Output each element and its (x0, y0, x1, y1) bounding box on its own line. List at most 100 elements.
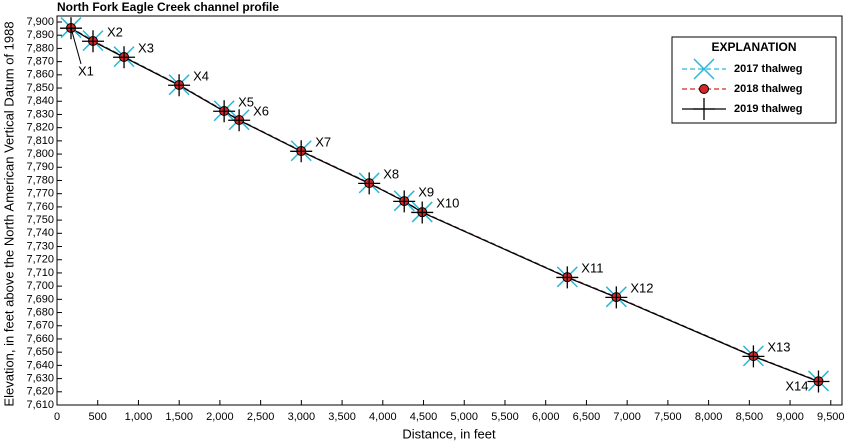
legend-label: 2017 thalweg (734, 63, 802, 75)
y-tick-label: 7,840 (26, 95, 54, 107)
y-tick-label: 7,810 (26, 135, 54, 147)
y-tick-label: 7,740 (26, 227, 54, 239)
plot-frame (56, 15, 843, 406)
x-tick-label: 3,500 (328, 411, 356, 423)
marker-plus (411, 201, 434, 224)
point-label: X9 (418, 185, 434, 200)
y-tick-label: 7,610 (26, 399, 54, 411)
point-label: X3 (138, 40, 154, 55)
series-line (70, 27, 819, 383)
data-point (113, 46, 136, 69)
data-point (393, 190, 416, 213)
marker-plus (358, 172, 381, 195)
x-tick-label: 9,500 (817, 411, 844, 423)
y-tick-label: 7,900 (26, 16, 54, 28)
marker-plus (213, 100, 236, 123)
marker-circle (699, 84, 709, 94)
x-tick-label: 4,500 (410, 411, 438, 423)
x-tick-label: 500 (89, 411, 107, 423)
x-tick-label: 1,500 (165, 411, 193, 423)
data-point (290, 140, 313, 163)
x-axis-title: Distance, in feet (402, 426, 496, 441)
point-label: X10 (436, 196, 459, 211)
y-tick-label: 7,700 (26, 280, 54, 292)
y-tick-label: 7,870 (26, 56, 54, 68)
marker-plus (290, 140, 313, 163)
legend-marker (693, 98, 715, 120)
data-point (556, 266, 579, 289)
point-label: X1 (78, 63, 94, 78)
data-point (605, 286, 628, 309)
marker-plus (168, 74, 191, 97)
marker-plus (742, 345, 765, 368)
y-tick-label: 7,640 (26, 359, 54, 371)
marker-plus (556, 266, 579, 289)
legend-label: 2018 thalweg (734, 83, 802, 95)
y-tick-label: 7,890 (26, 29, 54, 41)
y-tick-label: 7,760 (26, 201, 54, 213)
y-tick-label: 7,690 (26, 293, 54, 305)
y-tick-label: 7,780 (26, 174, 54, 186)
x-tick-label: 2,000 (206, 411, 234, 423)
legend-label: 2019 thalweg (734, 103, 802, 115)
marker-plus (807, 370, 830, 393)
legend-title: EXPLANATION (711, 40, 796, 54)
x-tick-label: 9,000 (776, 411, 804, 423)
x-tick-label: 4,000 (369, 411, 397, 423)
y-tick-label: 7,630 (26, 372, 54, 384)
y-tick-label: 7,750 (26, 214, 54, 226)
point-label: X12 (630, 281, 653, 296)
x-tick-label: 7,500 (654, 411, 682, 423)
leader-line (70, 27, 82, 65)
marker-plus (228, 109, 251, 132)
y-tick-label: 7,660 (26, 333, 54, 345)
legend-marker (699, 84, 709, 94)
x-tick-label: 6,000 (532, 411, 560, 423)
x-tick-label: 0 (54, 411, 60, 423)
marker-plus (82, 30, 105, 53)
y-tick-label: 7,820 (26, 122, 54, 134)
x-tick-label: 2,500 (247, 411, 275, 423)
y-tick-label: 7,650 (26, 346, 54, 358)
y-tick-label: 7,680 (26, 306, 54, 318)
data-point (358, 172, 381, 195)
y-tick-label: 7,770 (26, 188, 54, 200)
point-label: X13 (767, 340, 790, 355)
point-label: X4 (193, 68, 209, 83)
y-tick-label: 7,800 (26, 148, 54, 160)
point-label: X11 (581, 261, 603, 276)
y-tick-label: 7,880 (26, 42, 54, 54)
data-point (742, 345, 765, 368)
legend-marker (693, 58, 715, 80)
y-tick-label: 7,850 (26, 82, 54, 94)
data-point (82, 30, 105, 53)
marker-plus (393, 190, 416, 213)
y-tick-label: 7,620 (26, 386, 54, 398)
y-axis-title: Elevation, in feet above the North Ameri… (1, 21, 16, 406)
data-point (807, 370, 830, 393)
x-tick-label: 5,000 (450, 411, 478, 423)
y-tick-label: 7,860 (26, 69, 54, 81)
x-tick-label: 8,500 (736, 411, 764, 423)
x-tick-label: 5,500 (491, 411, 519, 423)
point-label: X6 (253, 103, 269, 118)
y-tick-label: 7,730 (26, 240, 54, 252)
x-tick-label: 7,000 (613, 411, 641, 423)
x-tick-label: 1,000 (125, 411, 153, 423)
y-tick-label: 7,720 (26, 254, 54, 266)
marker-x (693, 58, 715, 80)
data-point (411, 201, 434, 224)
chart-title: North Fork Eagle Creek channel profile (57, 0, 279, 14)
y-tick-label: 7,790 (26, 161, 54, 173)
marker-plus (605, 286, 628, 309)
point-label: X7 (315, 134, 331, 149)
marker-plus (693, 98, 715, 120)
data-point (228, 109, 251, 132)
y-tick-label: 7,710 (26, 267, 54, 279)
data-point (213, 100, 236, 123)
data-point (168, 74, 191, 97)
x-tick-label: 8,000 (695, 411, 723, 423)
point-label: X14 (785, 379, 808, 394)
point-label: X2 (107, 24, 123, 39)
